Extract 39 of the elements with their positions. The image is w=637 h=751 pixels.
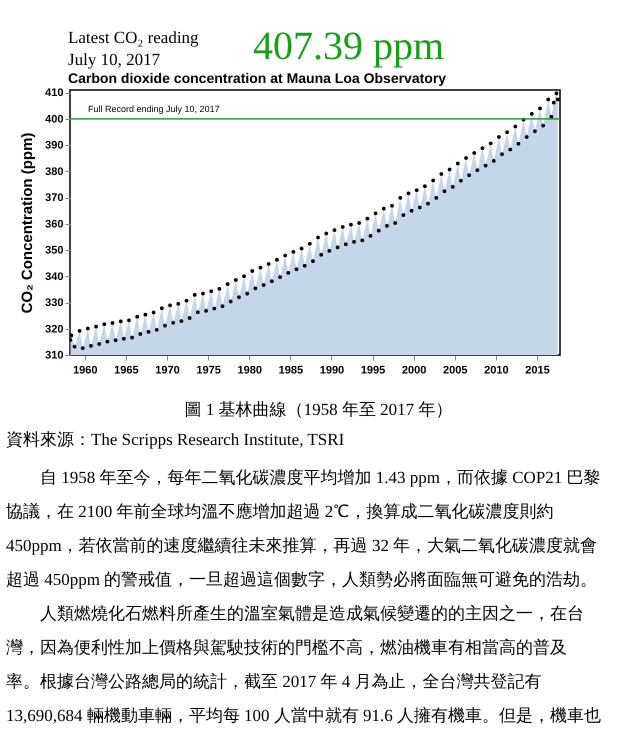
x-tick-label: 1995 (360, 364, 386, 376)
text: Latest CO₂ reading (68, 28, 199, 48)
x-tick-label: 2010 (484, 364, 509, 376)
y-tick-label: 360 (45, 218, 64, 230)
text: 13,690,684 輛機動車輛，平均每 100 人當中就有 91.6 人擁有機車。但是，機車也 (6, 705, 601, 727)
source-note: 資料來源：The Scripps Research Institute, TSRI (6, 429, 344, 451)
chart-title: Carbon dioxide concentration at Mauna Loa Observatory (68, 70, 446, 86)
y-tick-label: 310 (45, 350, 64, 362)
text: 超過 450ppm 的警戒值，一旦超過這個數字，人類勢必將面臨無可避免的浩劫。 (6, 569, 598, 591)
text: 407.39 ppm (253, 22, 444, 69)
x-tick-label: 1965 (114, 364, 139, 376)
text: 灣，因為便利性加上價格與駕駛技術的門檻不高，燃油機車有相當高的普及 (6, 637, 567, 659)
text: 率。根據台灣公路總局的統計，截至 2017 年 4 月為止，全台灣共登記有 (6, 671, 542, 693)
y-tick-label: 410 (45, 87, 64, 100)
x-tick-label: 1960 (73, 364, 98, 376)
y-tick-label: 320 (45, 323, 64, 336)
x-tick-label: 1980 (237, 364, 262, 376)
y-tick-label: 390 (45, 140, 64, 152)
text: 450ppm，若依當前的速度繼續往未來推算，再過 32 年，大氣二氧化碳濃度就會 (6, 535, 598, 557)
annotation: Full Record ending July 10, 2017 (88, 104, 220, 114)
x-tick-label: 2000 (402, 364, 426, 376)
x-tick-label: 1970 (155, 364, 180, 376)
x-tick-label: 1975 (196, 364, 221, 376)
x-tick-label: 2015 (525, 364, 550, 376)
y-tick-label: 400 (45, 113, 64, 126)
x-tick-label: 1990 (320, 364, 344, 376)
caption: 圖 1 基林曲線（1958 年至 2017 年） (184, 399, 454, 421)
text: 自 1958 年至今，每年二氧化碳濃度平均增加 1.43 ppm，而依據 COP21 巴黎 (39, 467, 601, 489)
x-tick-label: 2005 (443, 364, 468, 376)
text: 協議，在 2100 年前全球均溫不應增加超過 2℃，換算成二氧化碳濃度則約 (6, 501, 554, 523)
y-tick-label: 350 (45, 244, 64, 257)
text: July 10, 2017 (68, 50, 160, 70)
y-tick-label: 370 (45, 192, 64, 204)
y-tick-label: 340 (45, 270, 64, 283)
y-tick-label: 330 (45, 297, 64, 310)
text: 人類燃燒化石燃料所產生的溫室氣體是造成氣候變遷的的主因之一，在台 (39, 603, 584, 625)
y-axis-title: CO₂ Concentration (ppm) (19, 132, 36, 314)
y-tick-label: 380 (45, 166, 64, 178)
x-tick-label: 1985 (278, 364, 304, 376)
